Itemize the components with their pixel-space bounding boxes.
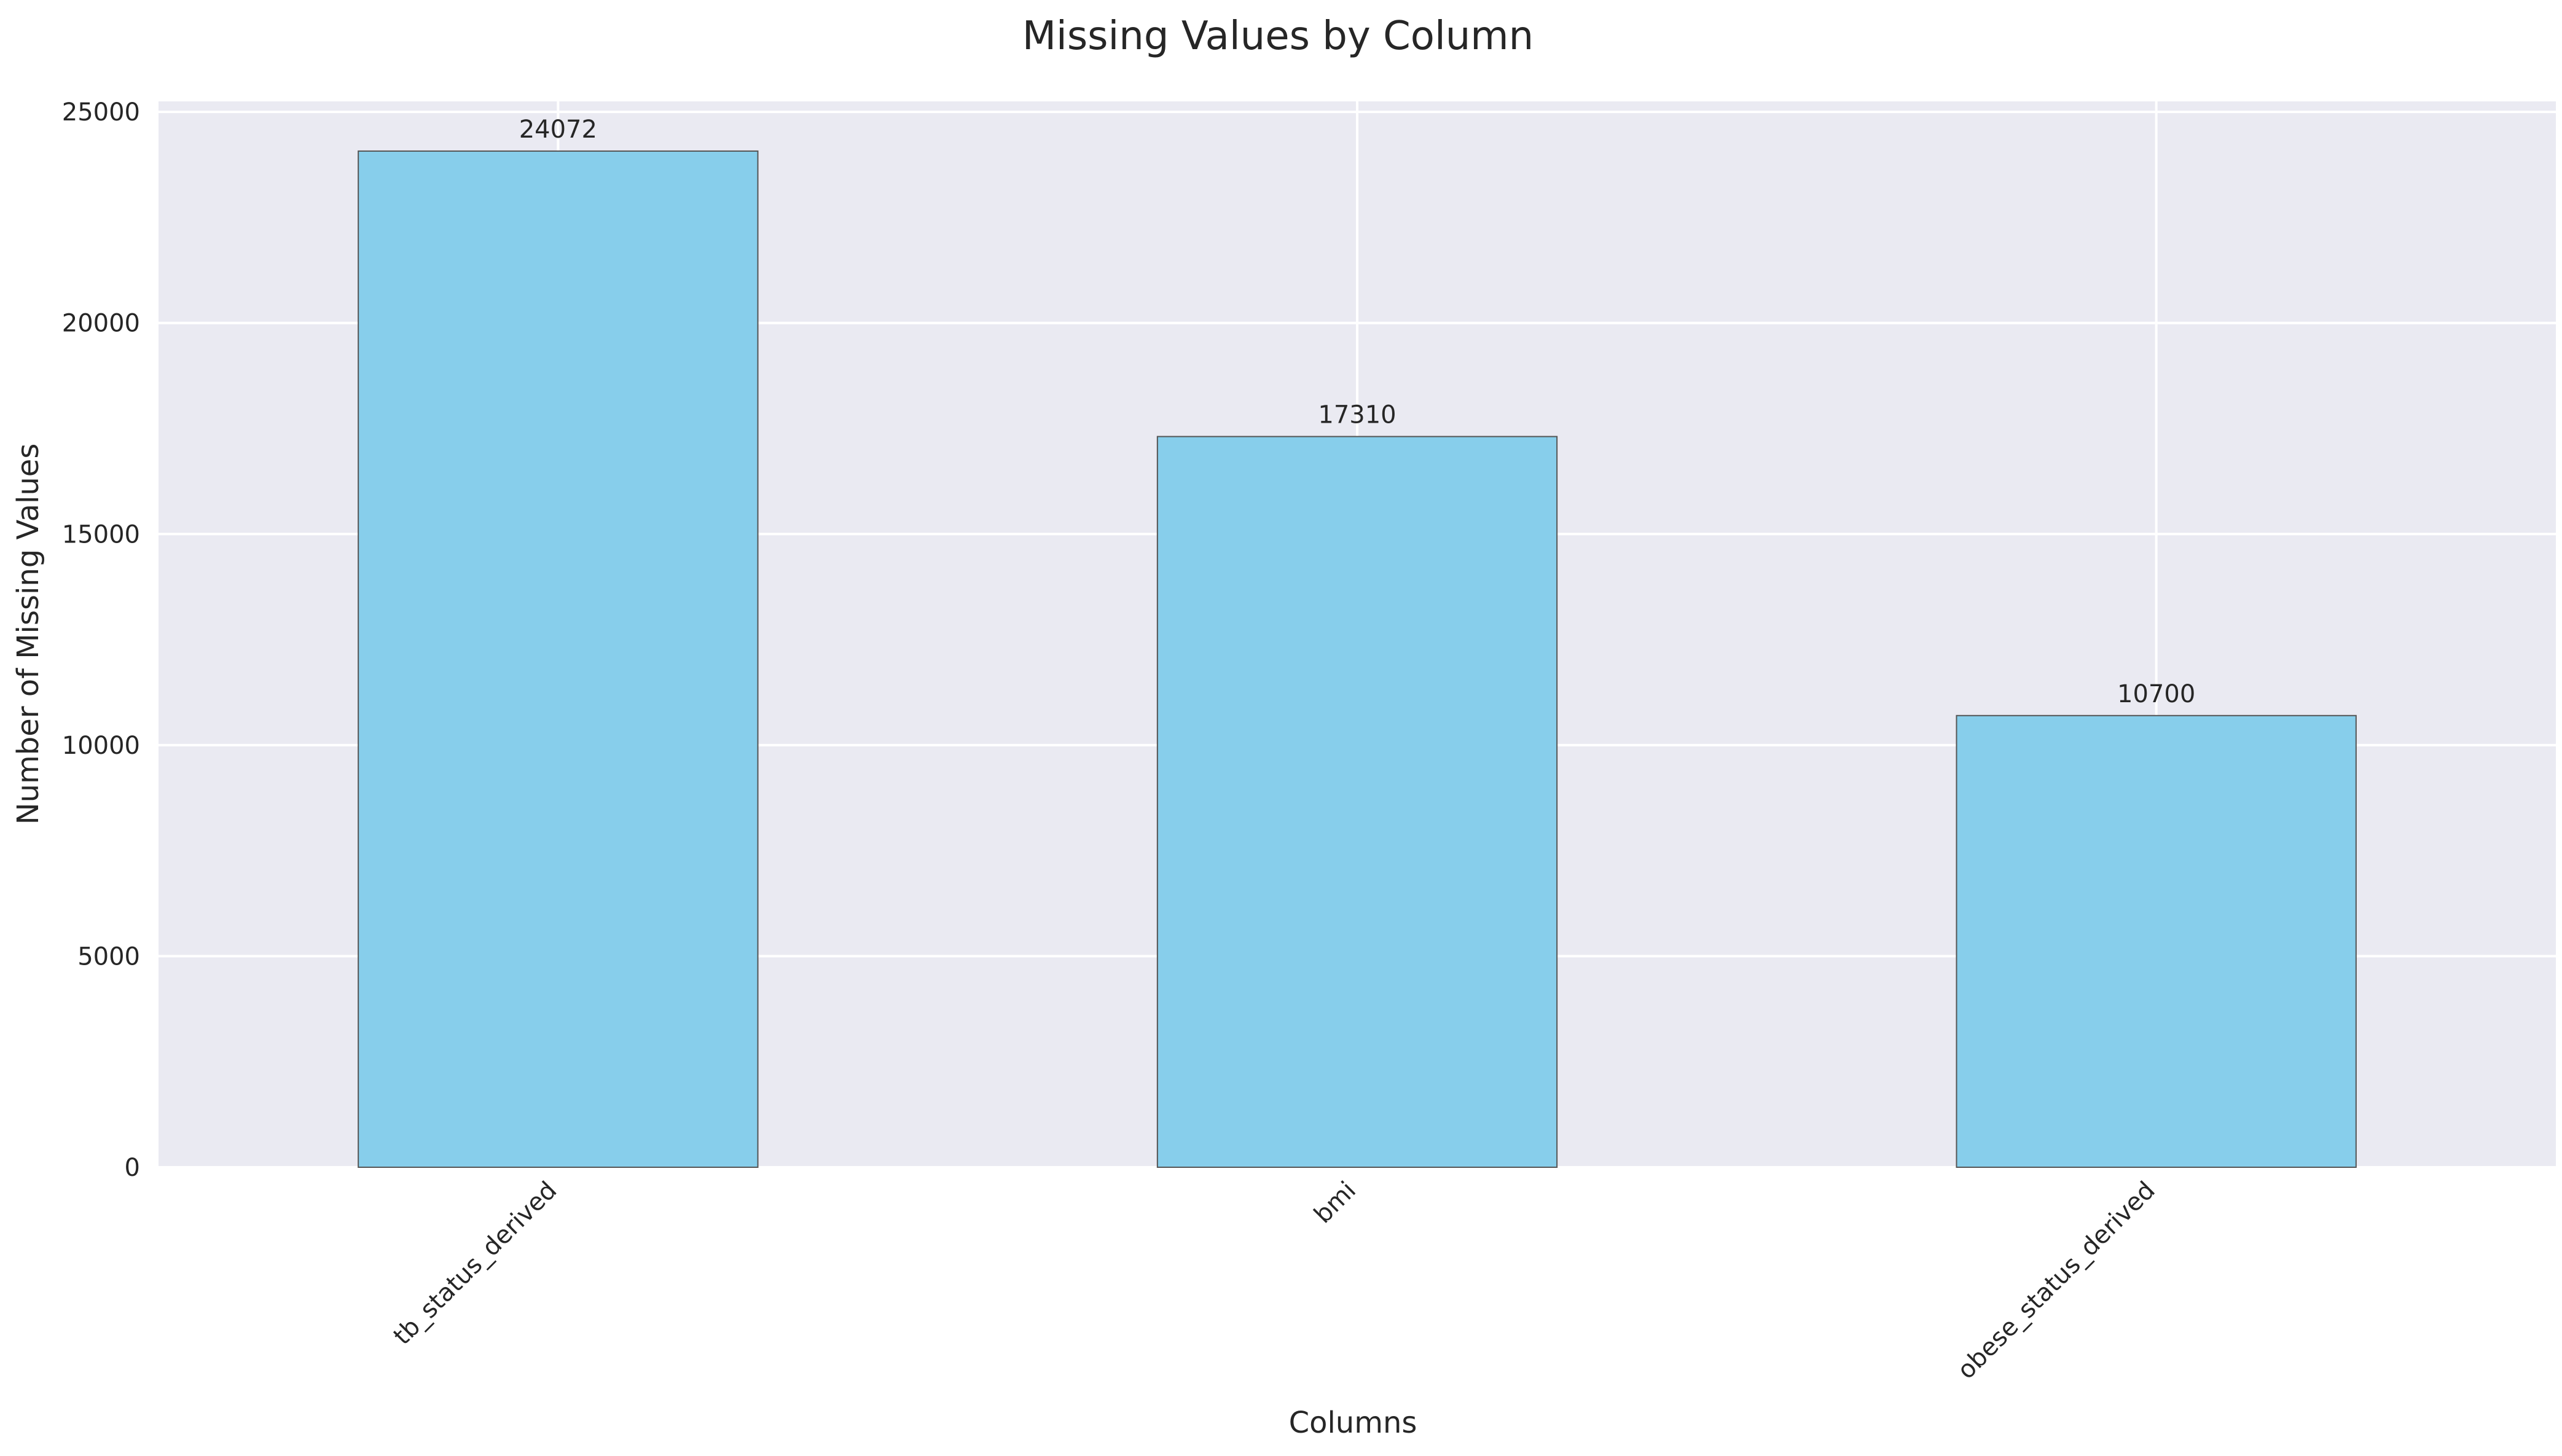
bar-obese_status_derived [1956, 714, 2357, 1168]
x-axis-label: Columns [1289, 1406, 1417, 1440]
y-axis-ticks: 0 5000 10000 15000 20000 25000 [62, 98, 140, 1182]
data-labels: 24072 17310 10700 [519, 115, 2196, 708]
bar-value-label: 24072 [519, 115, 597, 144]
y-tick-label: 5000 [77, 942, 140, 971]
bar-tb_status_derived [358, 150, 759, 1168]
y-tick-label: 25000 [62, 98, 140, 127]
x-tick-label: bmi [1309, 1176, 1361, 1229]
x-tick-label: tb_status_derived [388, 1176, 563, 1351]
bar-value-label: 10700 [2117, 680, 2195, 708]
y-tick-label: 10000 [62, 732, 140, 760]
y-tick-label: 15000 [62, 520, 140, 549]
y-tick-label: 0 [125, 1154, 140, 1182]
y-axis-label: Number of Missing Values [11, 444, 45, 825]
bars [358, 150, 2357, 1168]
bar-bmi [1156, 436, 1558, 1168]
bar-value-label: 17310 [1318, 401, 1396, 429]
x-axis-ticks: tb_status_derived bmi obese_status_derived [388, 1176, 2161, 1385]
x-tick-label: obese_status_derived [1952, 1176, 2160, 1385]
y-tick-label: 20000 [62, 310, 140, 338]
chart-title: Missing Values by Column [1022, 14, 1534, 59]
